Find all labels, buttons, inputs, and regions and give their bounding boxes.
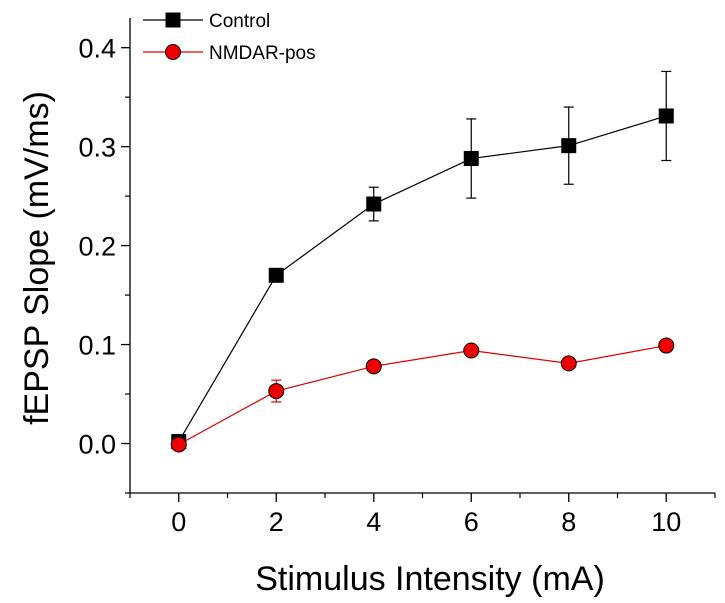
data-point (365, 358, 382, 375)
x-tick-label: 0 (171, 507, 186, 537)
series-line (178, 115, 667, 442)
y-tick-label: 0.4 (78, 34, 116, 64)
legend: Control NMDAR-pos (143, 11, 316, 64)
legend-marker (165, 44, 181, 60)
y-tick-label: 0.3 (78, 133, 116, 163)
y-tick-label: 0.2 (78, 232, 116, 262)
x-tick-label: 10 (651, 507, 681, 537)
series-nmdar-pos (170, 337, 675, 453)
legend-label: NMDAR-pos (209, 43, 316, 64)
x-tick-label: 4 (366, 507, 381, 537)
legend-item: Control (143, 11, 270, 32)
data-point (170, 436, 187, 453)
data-point (268, 383, 285, 400)
data-point (658, 337, 675, 354)
data-point (463, 342, 480, 359)
legend-marker (165, 12, 181, 28)
data-point (561, 138, 577, 154)
x-tick-label: 6 (464, 507, 479, 537)
legend-item: NMDAR-pos (143, 43, 316, 64)
series-line (178, 344, 667, 446)
y-tick-label: 0.0 (78, 430, 116, 460)
x-tick-label: 2 (269, 507, 284, 537)
x-axis-title: Stimulus Intensity (mA) (255, 560, 605, 598)
legend-label: Control (209, 11, 270, 32)
axes (129, 18, 715, 494)
data-point (366, 196, 382, 212)
ticks: 0 2 4 6 8 10 0.0 0.1 0.2 0.3 0.4 (78, 34, 716, 537)
data-point (658, 108, 674, 124)
data-point (268, 267, 284, 283)
data-point (560, 355, 577, 372)
data-point (463, 151, 479, 167)
series-control (171, 70, 674, 450)
x-tick-label: 8 (561, 507, 576, 537)
series-layer (170, 70, 675, 453)
y-tick-label: 0.1 (78, 331, 116, 361)
y-axis-title: fEPSP Slope (mV/ms) (18, 91, 56, 425)
